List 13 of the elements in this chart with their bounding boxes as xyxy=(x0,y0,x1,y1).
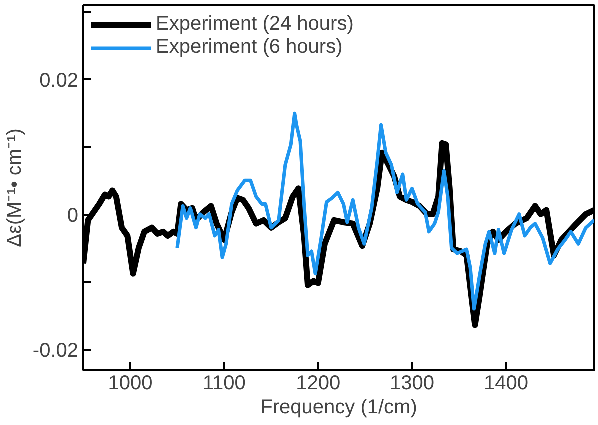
x-tick-label: 1100 xyxy=(202,372,246,394)
x-tick-label: 1000 xyxy=(108,372,153,394)
y-tick-label: 0.02 xyxy=(40,70,79,92)
y-axis-title: Δε(M⁻¹• cm⁻¹) xyxy=(4,128,26,248)
x-tick-label: 1400 xyxy=(484,372,528,394)
legend-label: Experiment (6 hours) xyxy=(156,36,343,59)
legend-label: Experiment (24 hours) xyxy=(156,13,354,36)
x-tick-label: 1300 xyxy=(390,372,435,394)
x-tick-label: 1200 xyxy=(296,372,341,394)
line-series xyxy=(176,112,594,311)
y-tick-label: 0 xyxy=(67,205,78,228)
y-tick-label: -0.02 xyxy=(32,340,79,362)
x-axis-title: Frequency (1/cm) xyxy=(260,396,418,418)
